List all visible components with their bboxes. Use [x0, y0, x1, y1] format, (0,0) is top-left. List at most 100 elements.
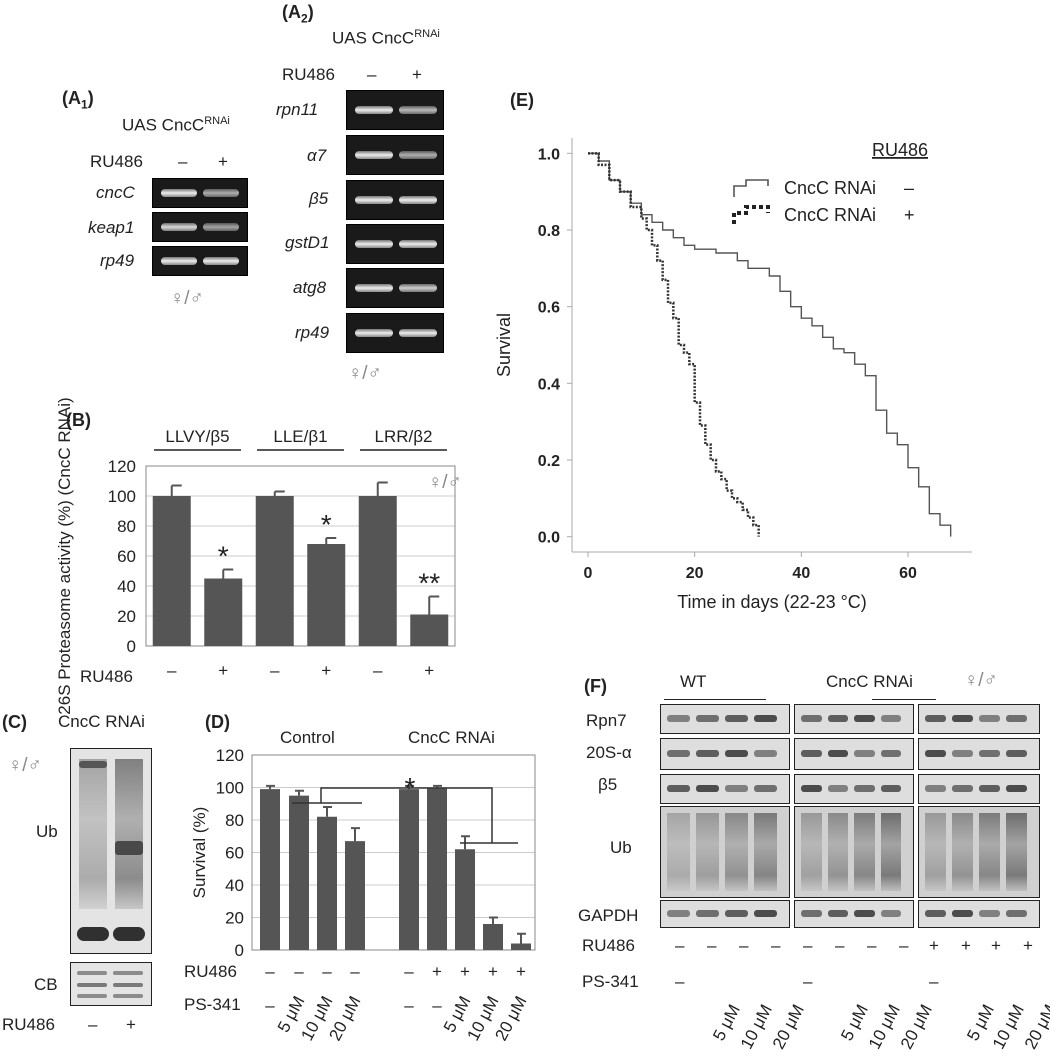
bar: [345, 841, 365, 950]
panel-e-label: (E): [510, 90, 534, 110]
blot-band: [667, 785, 690, 792]
blot-band: [952, 785, 973, 792]
x-tick-label: 40: [792, 565, 810, 582]
plot-frame: [251, 754, 536, 951]
bar: [399, 789, 419, 950]
gel-image: [346, 313, 444, 353]
group-label: LLVY/β5: [165, 427, 229, 446]
blot-band: [725, 715, 748, 722]
blot-band: [952, 910, 973, 917]
y-tick-label: 40: [117, 577, 136, 596]
sex-symbol: ♀/♂: [964, 670, 998, 691]
y-axis-label: Survival (%): [190, 807, 209, 899]
blot-band: [1006, 750, 1027, 757]
blot-band: [754, 910, 777, 917]
significance-marker: **: [418, 568, 440, 599]
cb-label: CB: [34, 975, 58, 994]
bar: [358, 496, 397, 646]
y-tick-label: 80: [225, 811, 244, 830]
blot-strip: [660, 704, 790, 734]
y-tick-label: 1.0: [538, 146, 560, 163]
ru486-condition: +: [516, 962, 526, 981]
ub-smear: [801, 813, 822, 891]
y-tick-label: 60: [225, 844, 244, 863]
gel-image: [346, 268, 444, 308]
significance-bracket: [320, 787, 493, 843]
cond-minus: –: [367, 65, 377, 84]
ps341-label: PS-341: [582, 972, 639, 991]
y-tick-label: 40: [225, 876, 244, 895]
gel-image: [346, 180, 444, 220]
blot-band: [880, 715, 901, 722]
cond-plus: +: [126, 1015, 136, 1034]
ub-smear: [854, 813, 875, 891]
blot-band: [952, 750, 973, 757]
blot-band: [725, 785, 748, 792]
control-group-label: Control: [280, 728, 335, 747]
ru486-condition: +: [321, 661, 331, 680]
blot-band: [801, 750, 822, 757]
ru486-condition: –: [803, 936, 813, 955]
blot-band: [827, 750, 848, 757]
blot-band: [854, 785, 875, 792]
y-axis-label: Survival: [494, 313, 514, 377]
gene-label: α7: [307, 146, 327, 165]
blot-row-label: Rpn7: [586, 711, 627, 730]
legend-label: CncC RNAi: [784, 178, 876, 198]
ps341-dose: –: [404, 996, 414, 1015]
ub-smear: [754, 813, 777, 891]
ru486-condition: –: [867, 936, 877, 955]
ru486-condition: +: [488, 962, 498, 981]
y-tick-label: 0: [235, 941, 244, 960]
bar: [289, 795, 309, 950]
panel-a2-label: (A2): [282, 2, 314, 26]
ru486-condition: –: [835, 936, 845, 955]
blot-band: [754, 785, 777, 792]
gene-label: cncC: [96, 183, 135, 202]
significance-marker: *: [405, 772, 416, 803]
blot-band: [854, 715, 875, 722]
cond-plus: +: [412, 65, 422, 84]
sex-symbol: ♀/♂: [428, 472, 462, 493]
blot-band: [880, 785, 901, 792]
gene-label: rpn11: [276, 100, 319, 119]
ps341-label: PS-341: [184, 995, 241, 1014]
gel-image: [152, 246, 248, 276]
ub-smear: [827, 813, 848, 891]
bar: [511, 943, 531, 950]
bar: [260, 789, 280, 950]
blot-band: [725, 750, 748, 757]
ru486-condition: +: [460, 962, 470, 981]
panel-a1-title: UAS CncCRNAi: [122, 115, 230, 135]
panel-a1-label: (A1): [62, 88, 94, 112]
bar: [317, 816, 337, 950]
wt-label: WT: [680, 672, 707, 691]
blot-band: [667, 715, 690, 722]
blot-row-label: GAPDH: [578, 906, 639, 925]
blot-row-label: Ub: [610, 838, 632, 857]
legend-line-dashed: [732, 205, 770, 224]
blot-strip: [660, 806, 790, 898]
bar: [152, 496, 191, 646]
blot-band: [854, 910, 875, 917]
blot-band: [827, 715, 848, 722]
blot-band: [1006, 715, 1027, 722]
blot-band: [754, 750, 777, 757]
blot-band: [979, 715, 1000, 722]
y-tick-label: 0.0: [538, 530, 560, 547]
panel-b-label: (B): [66, 410, 91, 430]
blot-band: [827, 785, 848, 792]
blot-band: [880, 750, 901, 757]
ru486-condition: –: [739, 936, 749, 955]
blot-strip: [794, 806, 914, 898]
ub-smear: [1006, 813, 1027, 891]
blot-strip: [794, 738, 914, 770]
legend-condition: –: [904, 178, 914, 198]
ru486-label: RU486: [90, 152, 143, 171]
panel-c-label: (C): [2, 712, 27, 732]
blot-strip: [660, 774, 790, 804]
blot-band: [925, 785, 946, 792]
panel-c-title: CncC RNAi: [58, 712, 145, 731]
blot-band: [667, 750, 690, 757]
